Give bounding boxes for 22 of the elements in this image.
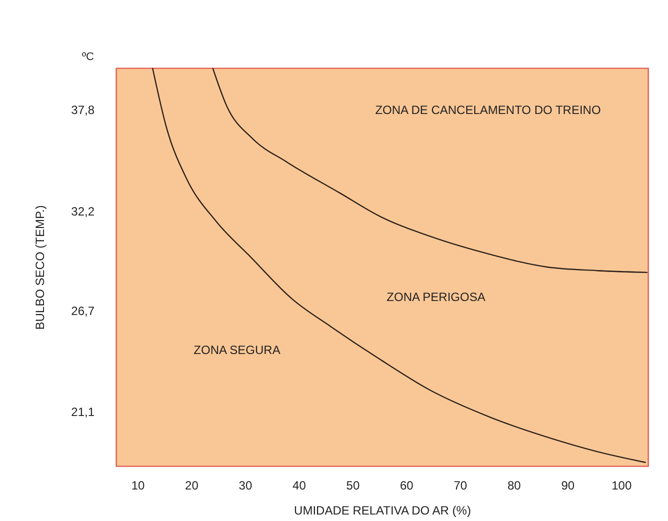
y-tick-label: 32,2 [71,204,95,218]
y-tick-label: 21,1 [71,405,95,420]
x-tick-label: 20 [185,478,199,492]
x-tick-label: 10 [131,478,145,492]
x-tick-label: 100 [612,478,632,492]
y-tick-label: 37,8 [71,103,95,118]
line-series [152,68,646,463]
y-axis-title: BULBO SECO (TEMP.) [33,205,48,330]
annotation: ZONA SEGURA [194,343,280,357]
x-tick-label: 90 [561,478,575,492]
x-tick-label: 30 [238,478,252,492]
x-tick-label: 60 [400,478,414,492]
x-tick-label: 40 [292,478,306,492]
x-tick-label: 70 [454,478,468,492]
x-tick-label: 80 [507,478,522,492]
y-tick-label: 26,7 [71,304,95,318]
text: ºC [82,51,94,63]
annotation: ZONA PERIGOSA [386,290,486,304]
annotation: ZONA DE CANCELAMENTO DO TREINO [375,103,601,117]
line-series [212,68,648,274]
x-tick-label: 50 [346,478,360,492]
x-axis-title: UMIDADE RELATIVA DO AR (%) [294,504,471,518]
